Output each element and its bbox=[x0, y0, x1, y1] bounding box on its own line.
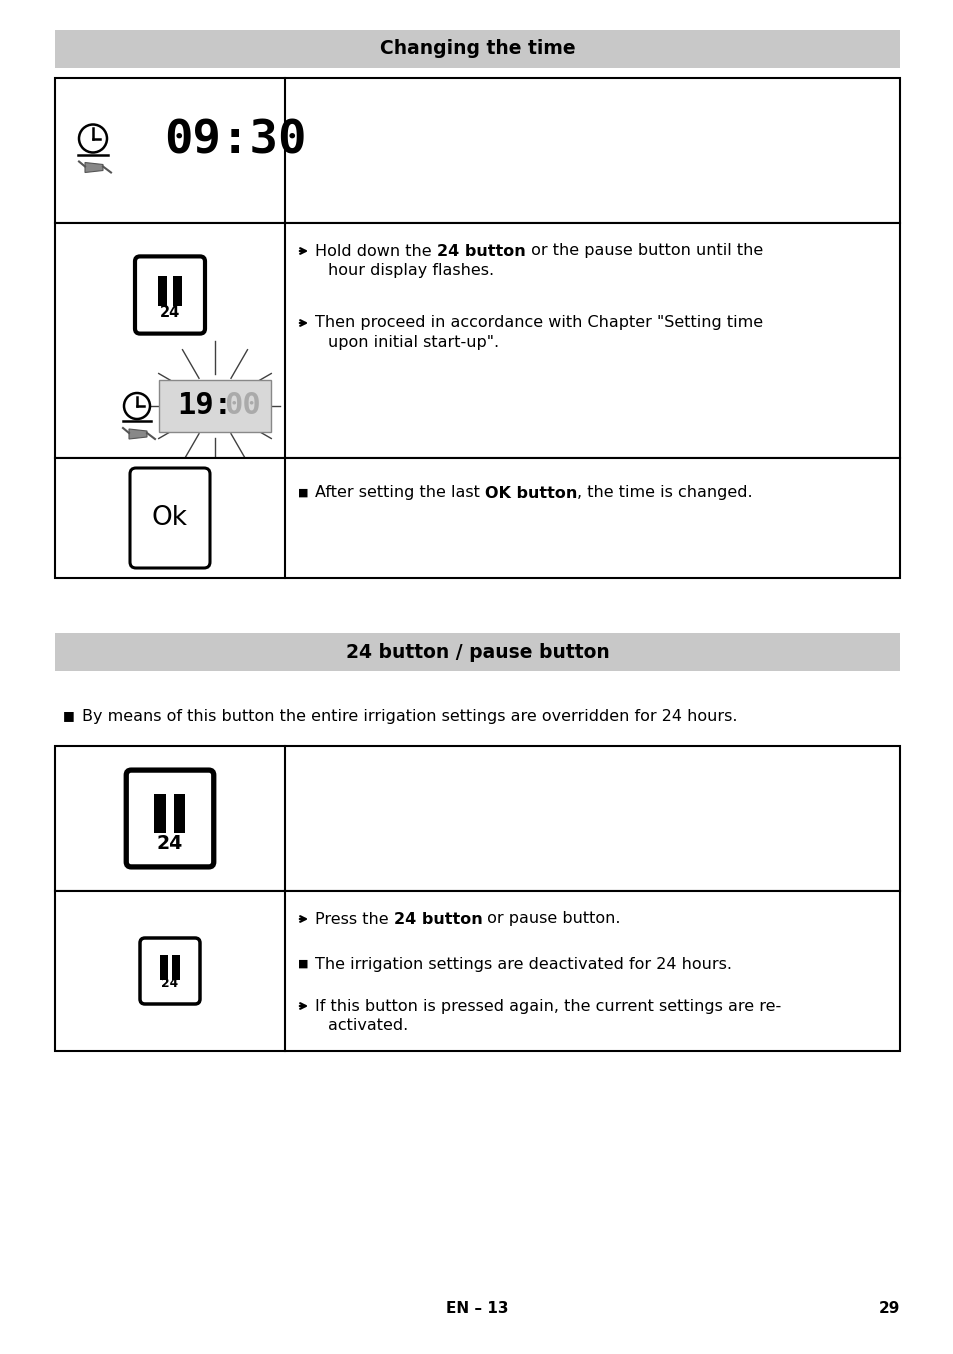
Text: The irrigation settings are deactivated for 24 hours.: The irrigation settings are deactivated … bbox=[314, 956, 731, 972]
Text: 24: 24 bbox=[160, 305, 180, 320]
Text: ■: ■ bbox=[63, 709, 74, 723]
Text: or the pause button until the: or the pause button until the bbox=[525, 244, 762, 259]
Bar bbox=[159, 380, 271, 432]
Text: By means of this button the entire irrigation settings are overridden for 24 hou: By means of this button the entire irrig… bbox=[82, 708, 737, 723]
Bar bbox=[154, 795, 166, 833]
Bar bbox=[172, 956, 180, 980]
Bar bbox=[55, 746, 899, 891]
Text: upon initial start-up".: upon initial start-up". bbox=[328, 336, 498, 351]
Text: 19:: 19: bbox=[177, 391, 233, 421]
Text: 24 button / pause button: 24 button / pause button bbox=[345, 643, 609, 662]
Text: , the time is changed.: , the time is changed. bbox=[577, 486, 752, 501]
Polygon shape bbox=[129, 429, 147, 439]
Text: 24: 24 bbox=[156, 834, 183, 853]
Text: 29: 29 bbox=[878, 1301, 899, 1316]
Bar bbox=[172, 276, 182, 306]
Text: After setting the last: After setting the last bbox=[314, 486, 484, 501]
Text: 09:30: 09:30 bbox=[164, 118, 306, 162]
Text: ■: ■ bbox=[297, 959, 308, 969]
Bar bbox=[158, 276, 167, 306]
Text: 24 button: 24 button bbox=[394, 911, 482, 926]
Text: activated.: activated. bbox=[328, 1018, 408, 1033]
Text: Hold down the: Hold down the bbox=[314, 244, 436, 259]
Text: If this button is pressed again, the current settings are re-: If this button is pressed again, the cur… bbox=[314, 998, 781, 1014]
Text: 24: 24 bbox=[161, 978, 178, 990]
FancyBboxPatch shape bbox=[140, 938, 200, 1005]
Text: Then proceed in accordance with Chapter "Setting time: Then proceed in accordance with Chapter … bbox=[314, 315, 762, 330]
Polygon shape bbox=[85, 162, 103, 172]
Text: 00: 00 bbox=[224, 391, 261, 421]
Text: Press the: Press the bbox=[314, 911, 394, 926]
Text: 24 button: 24 button bbox=[436, 244, 525, 259]
Bar bbox=[173, 795, 185, 833]
Bar bbox=[160, 956, 168, 980]
Bar bbox=[55, 30, 899, 68]
Text: OK button: OK button bbox=[484, 486, 577, 501]
Text: ■: ■ bbox=[297, 487, 308, 498]
Text: EN – 13: EN – 13 bbox=[446, 1301, 508, 1316]
Bar bbox=[55, 79, 899, 223]
FancyBboxPatch shape bbox=[135, 256, 205, 333]
Text: Ok: Ok bbox=[152, 505, 188, 531]
Text: Changing the time: Changing the time bbox=[379, 39, 575, 58]
Bar bbox=[55, 891, 899, 1051]
Bar bbox=[55, 458, 899, 578]
Bar bbox=[55, 223, 899, 458]
Text: hour display flashes.: hour display flashes. bbox=[328, 264, 494, 279]
FancyBboxPatch shape bbox=[126, 770, 213, 867]
Text: or pause button.: or pause button. bbox=[482, 911, 620, 926]
Bar bbox=[159, 380, 271, 432]
Bar bbox=[55, 634, 899, 672]
FancyBboxPatch shape bbox=[130, 468, 210, 567]
